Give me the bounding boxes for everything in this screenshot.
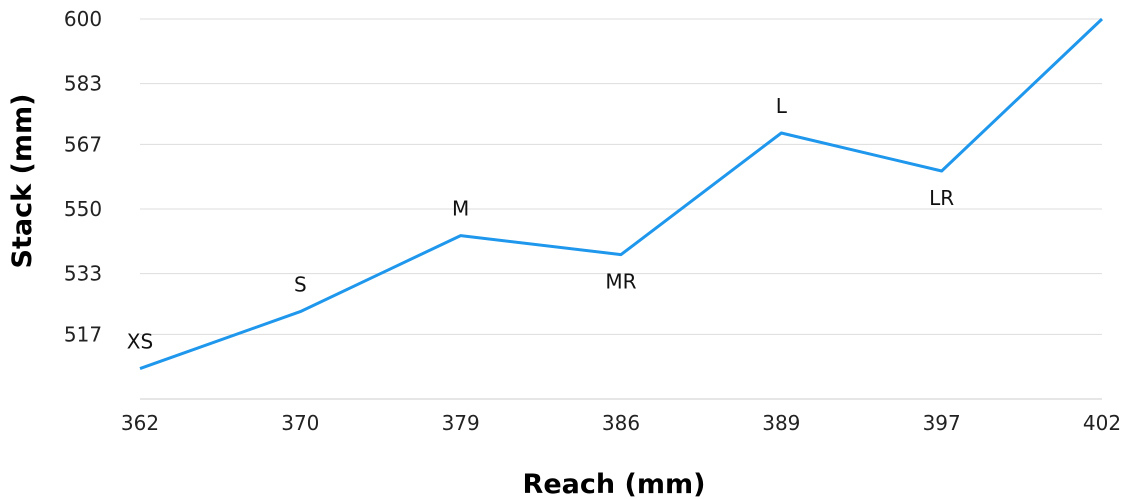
y-tick-label: 550 (64, 197, 102, 221)
data-point-label: LR (929, 186, 954, 210)
y-tick-label: 600 (64, 7, 102, 31)
x-tick-label: 362 (121, 411, 159, 435)
data-point-labels: XS S M MR L LR XL (127, 0, 1075, 354)
y-tick-label: 583 (64, 72, 102, 96)
x-tick-label: 386 (602, 411, 640, 435)
x-axis-ticks: 362 370 379 386 389 397 402 (121, 411, 1121, 435)
y-axis-ticks: 517 533 550 567 583 600 (64, 7, 102, 346)
x-tick-label: 402 (1083, 411, 1121, 435)
data-point-label: S (294, 273, 307, 297)
series-line (139, 17, 1104, 371)
y-tick-label: 517 (64, 322, 102, 346)
x-tick-label: 397 (923, 411, 961, 435)
y-axis-title: Stack (mm) (7, 94, 38, 269)
data-point-label: XS (127, 330, 153, 354)
y-tick-label: 567 (64, 132, 102, 156)
x-tick-label: 389 (762, 411, 800, 435)
data-point-label: XL (1050, 0, 1076, 4)
y-tick-label: 533 (64, 262, 102, 286)
data-point-label: L (776, 94, 788, 118)
x-tick-label: 370 (281, 411, 319, 435)
x-tick-label: 379 (442, 411, 480, 435)
x-axis-title: Reach (mm) (523, 469, 706, 500)
grid-lines (140, 18, 1102, 335)
data-point-label: MR (605, 270, 636, 294)
data-point-label: M (452, 197, 469, 221)
